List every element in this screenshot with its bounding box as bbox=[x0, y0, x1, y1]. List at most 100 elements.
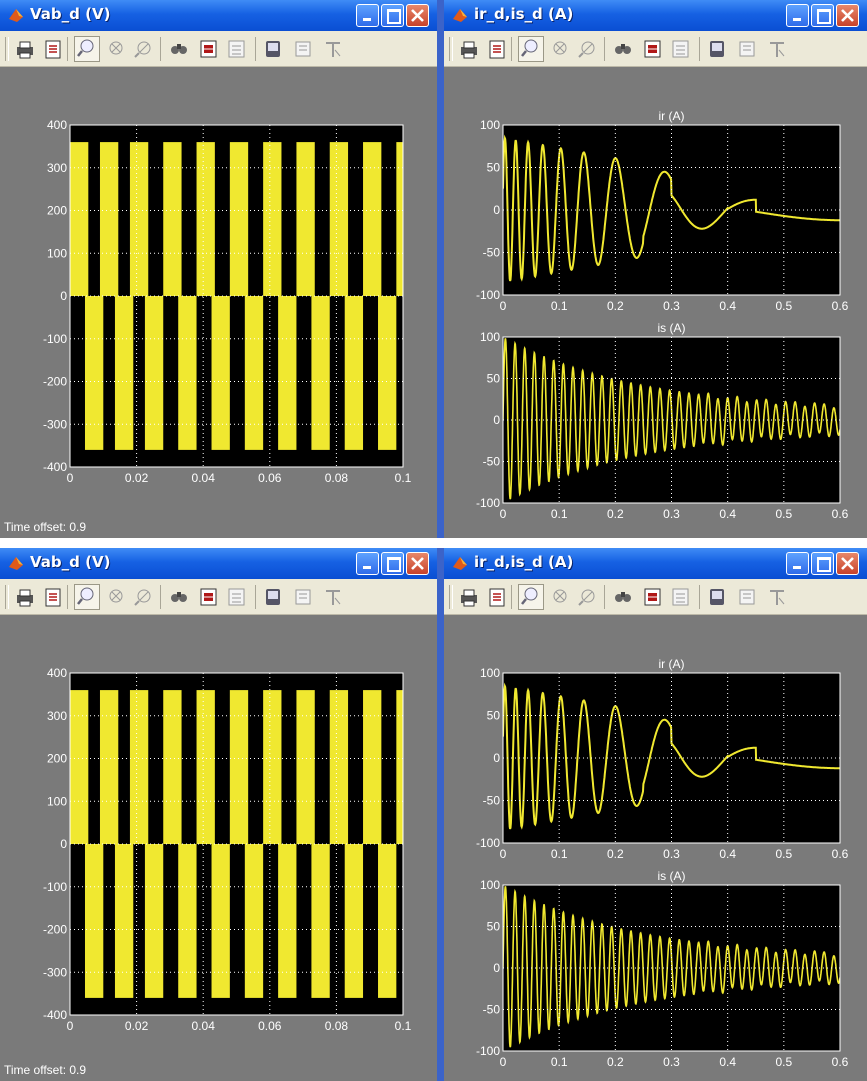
window-seam-vertical-bottom bbox=[437, 548, 444, 1081]
minimize-button[interactable] bbox=[786, 4, 809, 27]
autoscale-button[interactable] bbox=[612, 38, 634, 60]
scope-window-vab[interactable]: Vab_d (V) 0 0.02 0.04 0.06 0.08 0.1 400 300 200 10… bbox=[0, 0, 437, 538]
zoom-y-button[interactable] bbox=[132, 586, 154, 608]
parameters-button[interactable] bbox=[486, 38, 508, 60]
restore-axes-button[interactable] bbox=[226, 586, 248, 608]
save-axes-button[interactable] bbox=[198, 38, 220, 60]
print-button[interactable] bbox=[14, 38, 36, 60]
y-tick-label: -50 bbox=[483, 246, 501, 260]
minimize-button[interactable] bbox=[356, 4, 379, 27]
zoom-button[interactable] bbox=[518, 584, 544, 610]
toolbar-separator bbox=[604, 37, 605, 61]
print-button[interactable] bbox=[458, 38, 480, 60]
zoom-y-button[interactable] bbox=[576, 38, 598, 60]
axes[interactable]: 0 0.1 0.2 0.3 0.4 0.5 0.6 100 50 0 -50 -100 ir (A) bbox=[476, 657, 849, 861]
maximize-button[interactable] bbox=[811, 4, 834, 27]
floating-scope-icon bbox=[710, 41, 724, 57]
signal-selection-button[interactable] bbox=[322, 38, 344, 60]
y-tick-label: -100 bbox=[476, 496, 500, 510]
minimize-button[interactable] bbox=[356, 552, 379, 575]
axes[interactable]: 0 0.02 0.04 0.06 0.08 0.1 400 300 200 100 0 -100 -20… bbox=[43, 666, 430, 1033]
ir-trace bbox=[503, 134, 840, 282]
zoom-x-button[interactable] bbox=[104, 38, 126, 60]
toolbar-grip[interactable] bbox=[5, 585, 9, 609]
pwm-pulse-positive bbox=[263, 690, 282, 844]
zoom-icon bbox=[521, 587, 538, 605]
floating-scope-button[interactable] bbox=[262, 38, 284, 60]
zoom-y-button[interactable] bbox=[576, 586, 598, 608]
plot-area[interactable]: 0 0.02 0.04 0.06 0.08 0.1 400 300 200 100 0 -100 -20… bbox=[0, 67, 437, 538]
restore-axes-icon bbox=[228, 588, 245, 606]
save-axes-button[interactable] bbox=[198, 586, 220, 608]
maximize-button[interactable] bbox=[381, 4, 404, 27]
floating-scope-button[interactable] bbox=[262, 586, 284, 608]
scope-window-currents[interactable]: ir_d,is_d (A) 0 0.1 0.2 0.3 0.4 0.5 0.6 100 50 0 -5… bbox=[444, 0, 867, 538]
axes-frame bbox=[502, 672, 841, 844]
trace-group bbox=[503, 134, 840, 282]
title-bar[interactable]: Vab_d (V) bbox=[0, 548, 437, 579]
zoom-x-button[interactable] bbox=[548, 586, 570, 608]
plot-area[interactable]: 0 0.02 0.04 0.06 0.08 0.1 400 300 200 100 0 -100 -20… bbox=[0, 615, 437, 1081]
parameters-button[interactable] bbox=[42, 38, 64, 60]
axes[interactable]: 0 0.1 0.2 0.3 0.4 0.5 0.6 100 50 0 -50 -100 ir (A) bbox=[476, 109, 849, 313]
signal-selection-button[interactable] bbox=[766, 38, 788, 60]
close-button[interactable] bbox=[836, 4, 859, 27]
autoscale-button[interactable] bbox=[168, 38, 190, 60]
scope-window-vab-2[interactable]: Vab_d (V) 0 0.02 0.04 0.06 0.08 0.1 400 300 200 10… bbox=[0, 548, 437, 1081]
plot-area[interactable]: 0 0.1 0.2 0.3 0.4 0.5 0.6 100 50 0 -50 -100 ir (A) 0 0… bbox=[444, 67, 867, 538]
restore-axes-button[interactable] bbox=[670, 38, 692, 60]
pwm-pulse-negative bbox=[114, 296, 134, 450]
pwm-pulse-positive bbox=[70, 690, 89, 844]
floating-scope-button[interactable] bbox=[706, 586, 728, 608]
close-button[interactable] bbox=[406, 4, 429, 27]
print-button[interactable] bbox=[14, 586, 36, 608]
scope-window-currents-2[interactable]: ir_d,is_d (A) 0 0.1 0.2 0.3 0.4 0.5 0.6 100 50 0 -5… bbox=[444, 548, 867, 1081]
zoom-button[interactable] bbox=[74, 36, 100, 62]
x-tick-label: 0.6 bbox=[832, 507, 849, 521]
title-bar[interactable]: ir_d,is_d (A) bbox=[444, 0, 867, 31]
pwm-pulse-positive bbox=[363, 690, 382, 844]
save-axes-button[interactable] bbox=[642, 586, 664, 608]
lock-axes-button[interactable] bbox=[736, 586, 758, 608]
axes[interactable]: 0 0.1 0.2 0.3 0.4 0.5 0.6 100 50 0 -50 -100 is (A) bbox=[476, 321, 849, 521]
x-tick-label: 0.02 bbox=[125, 1019, 149, 1033]
restore-axes-button[interactable] bbox=[670, 586, 692, 608]
close-button[interactable] bbox=[836, 552, 859, 575]
toolbar-grip[interactable] bbox=[5, 37, 9, 61]
maximize-button[interactable] bbox=[811, 552, 834, 575]
close-button[interactable] bbox=[406, 552, 429, 575]
maximize-icon bbox=[817, 9, 831, 24]
parameters-button[interactable] bbox=[486, 586, 508, 608]
autoscale-icon bbox=[615, 592, 631, 602]
zoom-y-button[interactable] bbox=[132, 38, 154, 60]
x-tick-label: 0 bbox=[500, 507, 507, 521]
floating-scope-button[interactable] bbox=[706, 38, 728, 60]
autoscale-button[interactable] bbox=[612, 586, 634, 608]
scope-toolbar bbox=[444, 579, 867, 615]
axes[interactable]: 0 0.02 0.04 0.06 0.08 0.1 400 300 200 100 0 -100 -20… bbox=[43, 118, 430, 485]
maximize-button[interactable] bbox=[381, 552, 404, 575]
toolbar-grip[interactable] bbox=[449, 37, 453, 61]
x-tick-label: 0.04 bbox=[192, 1019, 216, 1033]
axes[interactable]: 0 0.1 0.2 0.3 0.4 0.5 0.6 100 50 0 -50 -100 is (A) bbox=[476, 869, 849, 1069]
zoom-x-button[interactable] bbox=[548, 38, 570, 60]
zoom-button[interactable] bbox=[74, 584, 100, 610]
plot-area[interactable]: 0 0.1 0.2 0.3 0.4 0.5 0.6 100 50 0 -50 -100 ir (A) 0 0… bbox=[444, 615, 867, 1081]
signal-selection-button[interactable] bbox=[766, 586, 788, 608]
zoom-button[interactable] bbox=[518, 36, 544, 62]
zoom-x-button[interactable] bbox=[104, 586, 126, 608]
lock-axes-button[interactable] bbox=[292, 38, 314, 60]
minimize-icon bbox=[793, 18, 801, 21]
toolbar-grip[interactable] bbox=[449, 585, 453, 609]
print-button[interactable] bbox=[458, 586, 480, 608]
restore-axes-button[interactable] bbox=[226, 38, 248, 60]
title-bar[interactable]: Vab_d (V) bbox=[0, 0, 437, 31]
signal-selection-button[interactable] bbox=[322, 586, 344, 608]
lock-axes-button[interactable] bbox=[292, 586, 314, 608]
lock-axes-button[interactable] bbox=[736, 38, 758, 60]
save-axes-button[interactable] bbox=[642, 38, 664, 60]
minimize-button[interactable] bbox=[786, 552, 809, 575]
parameters-button[interactable] bbox=[42, 586, 64, 608]
autoscale-button[interactable] bbox=[168, 586, 190, 608]
title-bar[interactable]: ir_d,is_d (A) bbox=[444, 548, 867, 579]
